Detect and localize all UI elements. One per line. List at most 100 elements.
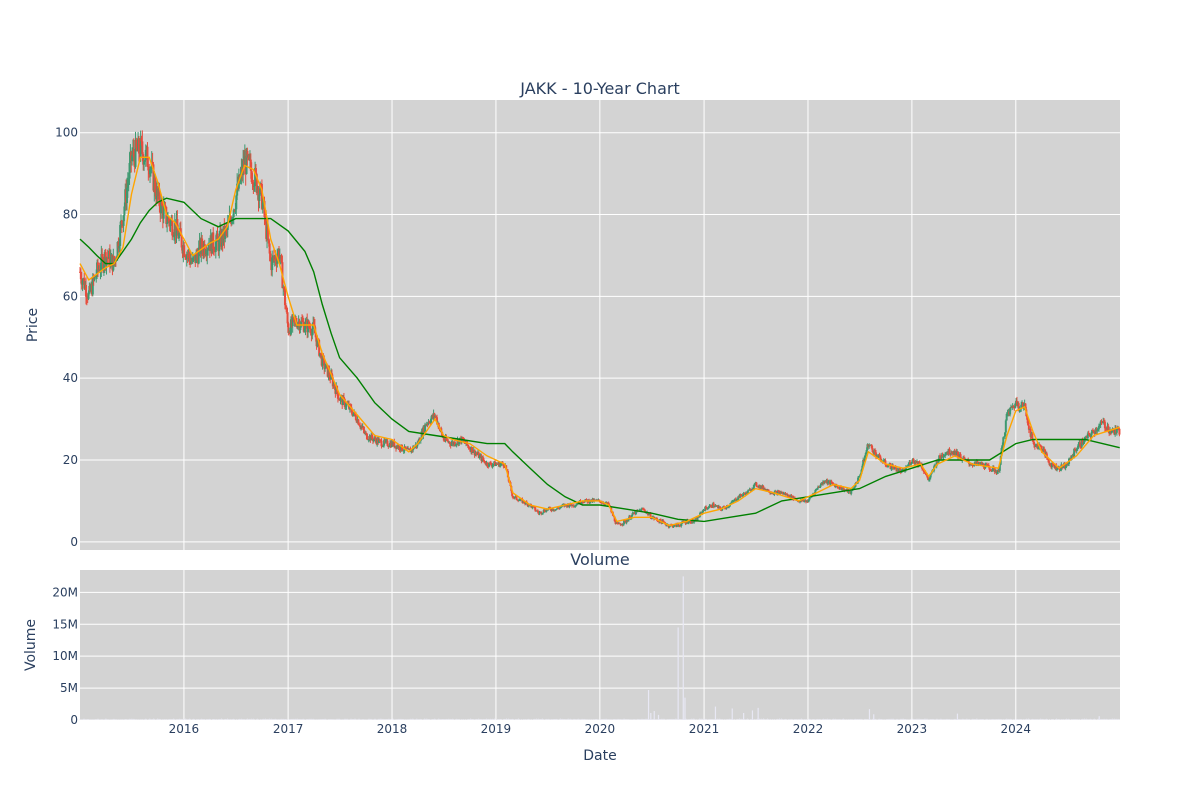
volume-bar	[661, 719, 662, 720]
volume-bar	[1054, 719, 1055, 720]
volume-bar	[275, 719, 276, 720]
volume-bar	[353, 719, 354, 720]
volume-bar	[430, 719, 431, 720]
volume-bar	[546, 719, 547, 720]
volume-bar	[129, 719, 130, 720]
volume-bar	[930, 719, 931, 720]
volume-bar	[209, 719, 210, 720]
volume-bar	[337, 719, 338, 720]
volume-bar	[285, 719, 286, 720]
volume-bar	[315, 719, 316, 720]
volume-bar	[159, 719, 160, 720]
volume-bar	[683, 576, 684, 720]
price-ytick-label: 100	[55, 126, 78, 140]
volume-bar	[805, 719, 806, 720]
volume-bar	[777, 719, 778, 720]
volume-bar	[622, 719, 623, 720]
volume-bar	[133, 719, 134, 720]
volume-bar	[211, 719, 212, 720]
volume-bar	[739, 719, 740, 720]
volume-bar	[763, 719, 764, 720]
volume-bar	[667, 719, 668, 720]
volume-bar	[624, 719, 625, 720]
volume-bar	[1008, 719, 1009, 720]
volume-bar	[1090, 719, 1091, 720]
volume-bar	[732, 709, 733, 720]
volume-bar	[875, 719, 876, 720]
volume-bar	[1060, 719, 1061, 720]
volume-bar	[920, 719, 921, 720]
volume-bar	[598, 719, 599, 720]
volume-bar	[247, 719, 248, 720]
volume-bar	[753, 719, 754, 720]
volume-bar	[944, 719, 945, 720]
volume-bar	[687, 719, 688, 720]
volume-bar	[713, 719, 714, 720]
volume-bar	[235, 719, 236, 720]
volume-bar	[466, 719, 467, 720]
volume-bar	[478, 719, 479, 720]
volume-bar	[540, 719, 541, 720]
candle-body-down	[1118, 429, 1120, 435]
volume-bar	[313, 719, 314, 720]
volume-bar	[628, 719, 629, 720]
volume-bar	[821, 719, 822, 720]
volume-bar	[970, 719, 971, 720]
volume-bar	[845, 719, 846, 720]
volume-bar	[325, 719, 326, 720]
volume-bar	[181, 719, 182, 720]
volume-bar	[380, 719, 381, 720]
volume-bar	[917, 719, 918, 720]
volume-bar	[203, 719, 204, 720]
volume-bar	[552, 719, 553, 720]
volume-bar	[1026, 719, 1027, 720]
volume-bar	[634, 719, 635, 720]
volume-bar	[1036, 719, 1037, 720]
date-xtick-label: 2020	[585, 722, 616, 736]
volume-bar	[233, 719, 234, 720]
volume-bar	[829, 719, 830, 720]
volume-bar	[1014, 719, 1015, 720]
volume-bar	[968, 719, 969, 720]
volume-bar	[795, 719, 796, 720]
volume-bar	[986, 719, 987, 720]
volume-bar	[115, 719, 116, 720]
volume-bar	[833, 719, 834, 720]
volume-bar	[755, 719, 756, 720]
volume-bar	[1000, 719, 1001, 720]
volume-bar	[468, 719, 469, 720]
volume-bar	[95, 719, 96, 720]
volume-ytick-label: 15M	[52, 617, 78, 631]
volume-subplot-title: Volume	[570, 550, 630, 569]
volume-bar	[440, 719, 441, 720]
volume-bar	[359, 719, 360, 720]
volume-bar	[293, 719, 294, 720]
volume-bar	[127, 719, 128, 720]
volume-bar	[1100, 719, 1101, 720]
volume-bar	[584, 719, 585, 720]
volume-bar	[410, 719, 411, 720]
candle-body-up	[1002, 437, 1004, 445]
volume-bar	[773, 719, 774, 720]
volume-bar	[1108, 719, 1109, 720]
volume-bar	[474, 719, 475, 720]
volume-bar	[980, 719, 981, 720]
volume-bar	[855, 719, 856, 720]
volume-bar	[414, 719, 415, 720]
volume-bar	[345, 719, 346, 720]
volume-bar	[1084, 719, 1085, 720]
volume-bar	[709, 719, 710, 720]
volume-bar	[392, 719, 393, 720]
volume-bar	[542, 719, 543, 720]
volume-bar	[105, 719, 106, 720]
volume-bar	[548, 719, 549, 720]
volume-bar	[476, 719, 477, 720]
volume-bar	[783, 719, 784, 720]
volume-bar	[538, 719, 539, 720]
volume-bar	[516, 719, 517, 720]
volume-bar	[1116, 719, 1117, 720]
volume-bar	[149, 719, 150, 720]
volume-bar	[793, 719, 794, 720]
price-ytick-label: 60	[63, 289, 78, 303]
volume-bar	[893, 719, 894, 720]
